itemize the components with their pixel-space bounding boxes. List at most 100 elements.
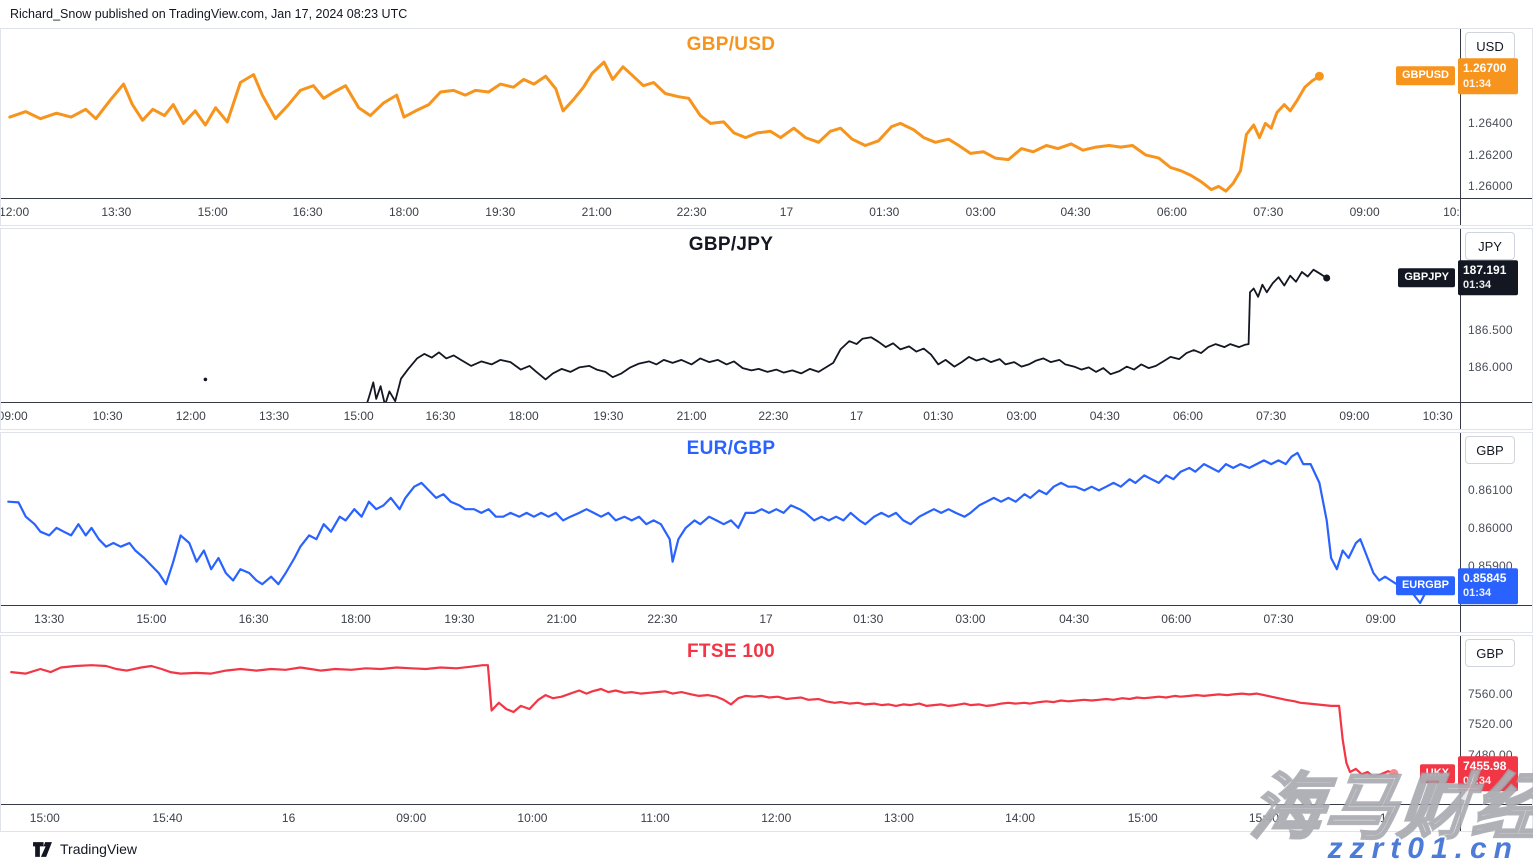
time-axis-tick: 03:00 — [965, 205, 996, 219]
time-axis-tick: 15:00 — [343, 409, 374, 423]
gbpjpy-time-axis[interactable]: 09:00 10:30 12:00 13:30 15:00 16:30 18:00 19:30… — [1, 403, 1461, 429]
footer-bar: TradingView — [0, 832, 1533, 866]
time-axis-tick: 01:30 — [923, 409, 954, 423]
price-axis-label: 0.86100 — [1468, 483, 1513, 498]
gbpjpy-price-axis[interactable]: JPY 186.500 186.000 — [1461, 229, 1532, 403]
time-axis-tick: 12:00 — [761, 811, 792, 825]
time-axis-tick: 09:00 — [396, 811, 427, 825]
time-axis-tick: 04:30 — [1089, 409, 1120, 423]
price-axis-label: 1.26400 — [1468, 116, 1513, 131]
time-axis-tick: 22:30 — [676, 205, 707, 219]
time-axis-tick: 16:30 — [292, 205, 323, 219]
gbpusd-title: GBP/USD — [686, 34, 776, 55]
time-axis-tick: 07:30 — [1256, 409, 1287, 423]
time-axis-tick: 13:30 — [259, 409, 290, 423]
time-axis-tick: 16:30 — [425, 409, 456, 423]
time-axis-tick: 07:30 — [1263, 612, 1294, 626]
gbpusd-symbol-badge: GBPUSD — [1395, 66, 1455, 86]
ftse100-last-price: 7455.98 — [1463, 758, 1507, 773]
time-axis-tick: 15:00 — [136, 612, 167, 626]
time-axis-tick: 09:00 — [1349, 205, 1380, 219]
gbpusd-currency-label: USD — [1465, 32, 1515, 60]
eurgbp-last-price-badge: 0.85845 01:34 — [1458, 568, 1518, 604]
ftse100-last-price-badge: 7455.98 01:34 — [1458, 755, 1518, 792]
price-axis-label: 7520.00 — [1468, 717, 1513, 732]
gbpjpy-plot-area[interactable] — [1, 229, 1461, 403]
time-axis-tick: 15:40 — [1248, 811, 1279, 825]
eurgbp-time-axis[interactable]: 13:30 15:00 16:30 18:00 19:30 21:00 22:30 17 01:… — [1, 606, 1461, 632]
ftse100-time-axis[interactable]: 15:00 15:40 16 09:00 10:00 11:00 12:00 13:00 14:… — [1, 805, 1461, 831]
price-axis-label: 7560.00 — [1468, 686, 1513, 701]
time-axis-tick: 10:30 — [1422, 409, 1453, 423]
gbpjpy-title: GBP/JPY — [688, 234, 774, 255]
gbpusd-series-line — [8, 60, 1324, 193]
time-axis-tick: 21:00 — [581, 205, 612, 219]
gbpusd-countdown: 01:34 — [1463, 77, 1492, 90]
time-axis-tick: 19:30 — [593, 409, 624, 423]
time-axis-tick: 17 — [779, 205, 794, 219]
time-axis-tick: 17 — [759, 612, 773, 626]
price-axis-label: 186.000 — [1468, 360, 1513, 375]
gbpusd-price-badge-row: GBPUSD 1.26700 01:34 — [1395, 58, 1518, 94]
time-axis-tick: 14:00 — [1005, 811, 1036, 825]
ftse100-axis-line-horizontal — [1, 804, 1532, 805]
gbpusd-time-axis[interactable]: 12:00 13:30 15:00 16:30 18:00 19:30 21:00 22:30… — [1, 199, 1461, 225]
time-axis-tick: 01:30 — [869, 205, 900, 219]
price-axis-label: 0.86000 — [1468, 520, 1513, 535]
panel-gbpusd: GBP/USD GBPUSD 1.26700 01:34 USD 1.26400 1… — [0, 28, 1533, 226]
panel-ftse100: FTSE 100 UKX 7455.98 01:34 GBP 7560.00 752… — [0, 635, 1533, 832]
time-axis-tick: 12:00 — [1, 205, 30, 219]
gbpjpy-symbol-badge: GBPJPY — [1398, 268, 1455, 288]
attribution-text: Richard_Snow published on TradingView.co… — [10, 7, 408, 21]
gbpusd-last-price: 1.26700 — [1463, 61, 1507, 76]
gbpusd-axis-line-vertical — [1460, 29, 1461, 225]
time-axis-tick: 07:30 — [1253, 205, 1284, 219]
time-axis-tick: 04:30 — [1060, 205, 1091, 219]
time-axis-tick: 06:00 — [1172, 409, 1203, 423]
time-axis-tick: 15:00 — [1127, 811, 1158, 825]
time-axis-tick: 18:00 — [340, 612, 371, 626]
time-axis-tick: 18:00 — [388, 205, 419, 219]
gbpjpy-axis-line-horizontal — [1, 402, 1532, 403]
time-axis-tick: 15:00 — [29, 811, 60, 825]
price-axis-label: 1.26200 — [1468, 147, 1513, 162]
eurgbp-symbol-badge: EURGBP — [1395, 576, 1455, 596]
time-axis-tick: 11:00 — [640, 811, 670, 825]
ftse100-plot-area[interactable] — [1, 636, 1461, 805]
eurgbp-countdown: 01:34 — [1463, 587, 1492, 600]
gbpusd-last-price-badge: 1.26700 01:34 — [1458, 58, 1518, 94]
gbpusd-plot-area[interactable] — [1, 29, 1461, 199]
gbpjpy-price-badge-row: GBPJPY 187.191 01:34 — [1398, 260, 1518, 296]
time-axis-tick: 09:00 — [1365, 612, 1396, 626]
ftse100-title: FTSE 100 — [687, 641, 775, 662]
gbpjpy-countdown: 01:34 — [1463, 279, 1492, 292]
price-axis-label: 1.26000 — [1468, 179, 1513, 194]
time-axis-tick: 16:30 — [238, 612, 269, 626]
time-axis-tick: 19:30 — [444, 612, 475, 626]
time-axis-tick: 13:30 — [101, 205, 132, 219]
time-axis-tick: 03:00 — [1006, 409, 1037, 423]
tradingview-brand[interactable]: TradingView — [32, 841, 137, 858]
time-axis-tick: 01:30 — [853, 612, 884, 626]
gbpusd-price-axis[interactable]: USD 1.26400 1.26200 1.26000 — [1461, 29, 1532, 199]
time-axis-tick: 18:00 — [508, 409, 539, 423]
eurgbp-currency-label: GBP — [1465, 436, 1515, 464]
time-axis-tick: 12:00 — [175, 409, 206, 423]
tradingview-brand-text: TradingView — [60, 841, 138, 857]
time-axis-tick: 22:30 — [647, 612, 678, 626]
eurgbp-title: EUR/GBP — [686, 438, 776, 459]
time-axis-tick: 19:30 — [485, 205, 516, 219]
tradingview-logo-icon — [32, 841, 53, 858]
time-axis-tick: 06:00 — [1161, 612, 1192, 626]
time-axis-tick: 16 — [281, 811, 296, 825]
eurgbp-price-badge-row: EURGBP 0.85845 01:34 — [1395, 568, 1518, 604]
ukx-series-line — [10, 664, 1399, 779]
panel-gbpjpy: GBP/JPY GBPJPY 187.191 01:34 JPY 186.500 1… — [0, 228, 1533, 430]
eurgbp-axis-line-vertical — [1460, 433, 1461, 632]
time-axis-tick: 10:30 — [92, 409, 123, 423]
time-axis-tick: 13:30 — [34, 612, 65, 626]
time-axis-tick: 15:00 — [197, 205, 228, 219]
gbpusd-axis-line-horizontal — [1, 198, 1532, 199]
time-axis-tick: 15:40 — [152, 811, 183, 825]
chart-stack: GBP/USD GBPUSD 1.26700 01:34 USD 1.26400 1… — [0, 28, 1533, 834]
